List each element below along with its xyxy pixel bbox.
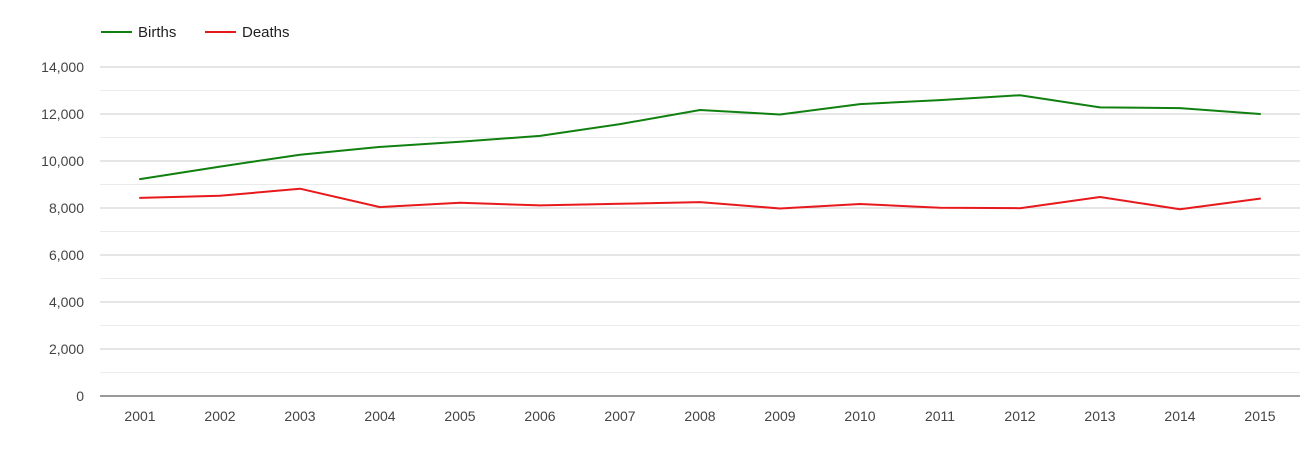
- legend-item-births: Births: [101, 24, 176, 41]
- y-tick-label: 10,000: [41, 153, 84, 169]
- x-axis-tick-labels: 2001 2002 2003 2004 2005 2006 2007 2008 2009 2010…: [124, 408, 1275, 424]
- y-tick-label: 0: [76, 388, 84, 404]
- x-tick-label: 2010: [844, 408, 875, 424]
- y-tick-label: 4,000: [49, 294, 84, 310]
- y-tick-label: 6,000: [49, 247, 84, 263]
- y-tick-label: 2,000: [49, 341, 84, 357]
- series-line-deaths: [139, 187, 1261, 211]
- series-lines: [139, 94, 1261, 211]
- x-tick-label: 2011: [925, 408, 955, 424]
- x-tick-label: 2004: [364, 408, 395, 424]
- x-tick-label: 2002: [204, 408, 235, 424]
- series-line-births: [139, 94, 1261, 181]
- gridlines: [100, 66, 1300, 397]
- x-tick-label: 2014: [1164, 408, 1195, 424]
- x-tick-label: 2013: [1084, 408, 1115, 424]
- x-tick-label: 2006: [524, 408, 555, 424]
- x-tick-label: 2001: [124, 408, 155, 424]
- x-tick-label: 2012: [1004, 408, 1035, 424]
- x-tick-label: 2005: [444, 408, 475, 424]
- legend-item-deaths: Deaths: [205, 24, 290, 41]
- y-tick-label: 8,000: [49, 200, 84, 216]
- x-tick-label: 2007: [604, 408, 635, 424]
- x-tick-label: 2008: [684, 408, 715, 424]
- legend-label-deaths: Deaths: [242, 24, 290, 41]
- y-tick-label: 14,000: [41, 59, 84, 75]
- x-tick-label: 2015: [1244, 408, 1275, 424]
- x-tick-label: 2003: [284, 408, 315, 424]
- y-axis-tick-labels: 0 2,000 4,000 6,000 8,000 10,000 12,000 14,000: [41, 59, 84, 404]
- legend: Births Deaths: [101, 24, 290, 41]
- x-tick-label: 2009: [764, 408, 795, 424]
- legend-label-births: Births: [138, 24, 176, 41]
- y-tick-label: 12,000: [41, 106, 84, 122]
